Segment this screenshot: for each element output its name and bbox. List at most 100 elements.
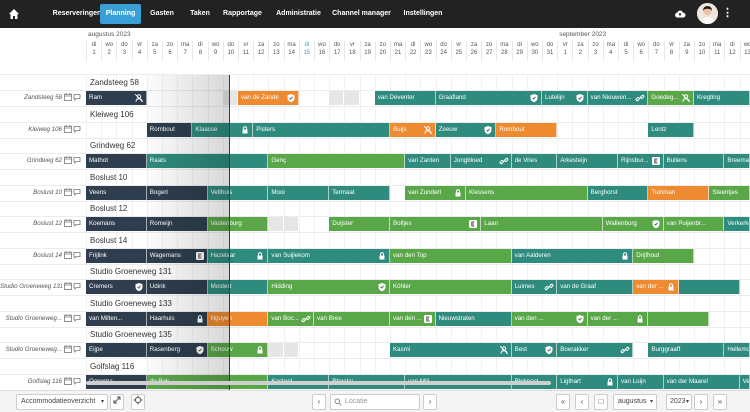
reservation-bar[interactable]: Kasmi <box>390 343 512 357</box>
reservation-bar[interactable]: Hazelaar <box>207 248 269 263</box>
next-period-button[interactable]: › <box>694 394 708 410</box>
reservation-bar[interactable]: Mostert <box>207 280 269 294</box>
view-select[interactable]: Accommodatieoverzicht ▾ <box>16 394 108 410</box>
reservation-bar[interactable]: van den ... <box>511 311 588 326</box>
reservation-bar[interactable]: van der Maarel <box>663 374 740 389</box>
calendar-icon[interactable] <box>64 219 72 229</box>
prev-period-button[interactable]: ‹ <box>575 394 589 410</box>
reservation-bar[interactable]: Verbrugge <box>739 374 750 389</box>
reservation-bar[interactable]: van Suijlekom <box>268 248 390 263</box>
reservation-bar[interactable]: Rombout <box>146 122 193 137</box>
reservation-bar[interactable]: van Boc... <box>268 311 314 326</box>
comment-icon[interactable] <box>73 251 81 261</box>
day-header[interactable]: ma 28 <box>496 41 511 61</box>
calendar-icon[interactable] <box>64 250 72 261</box>
day-header[interactable]: za 19 <box>359 41 375 61</box>
day-header[interactable]: di 5 <box>618 41 633 61</box>
day-header[interactable]: wo 2 <box>101 41 116 61</box>
nav-item-rapportage[interactable]: Rapportage <box>223 10 262 17</box>
month-select[interactable]: augustus ▾ <box>613 394 657 410</box>
day-header[interactable]: ma 4 <box>602 41 618 61</box>
day-header[interactable]: do 24 <box>435 41 451 61</box>
day-header[interactable]: wo 6 <box>633 41 648 61</box>
day-header[interactable]: zo 13 <box>268 41 283 61</box>
comment-icon[interactable] <box>73 156 81 166</box>
day-header[interactable]: za 9 <box>678 41 694 61</box>
reservation-bar[interactable]: Breeman <box>724 154 750 168</box>
day-header[interactable]: vr 1 <box>557 41 572 61</box>
calendar-icon[interactable] <box>64 376 72 387</box>
reservation-bar[interactable] <box>648 311 710 326</box>
reservation-bar[interactable]: Berghorst <box>587 185 649 200</box>
reservation-bar[interactable]: Genç <box>268 154 406 168</box>
calendar-icon[interactable] <box>64 345 72 355</box>
reservation-bar[interactable]: Tuinman <box>648 185 710 200</box>
reservation-bar[interactable]: Wagemans <box>146 248 208 263</box>
reservation-bar[interactable]: Vastenburg <box>207 217 269 231</box>
reservation-bar[interactable]: Haarhuis <box>146 311 208 326</box>
nav-item-instellingen[interactable]: Instellingen <box>403 10 443 17</box>
empty-cell[interactable] <box>344 91 359 105</box>
user-avatar[interactable] <box>697 3 718 24</box>
day-header[interactable]: ma 7 <box>177 41 192 61</box>
reservation-bar[interactable]: Koemans <box>86 217 147 231</box>
reservation-bar[interactable]: Lentz <box>648 122 694 137</box>
reservation-bar[interactable]: Pisters <box>253 122 390 137</box>
day-header[interactable]: vr 18 <box>344 41 359 61</box>
day-header[interactable]: do 17 <box>329 41 344 61</box>
reservation-bar[interactable]: Hellemons <box>724 343 750 357</box>
first-page-button[interactable]: « <box>556 394 570 410</box>
empty-cell[interactable] <box>268 217 283 231</box>
reservation-bar[interactable]: van Aalderen <box>511 248 634 263</box>
day-header[interactable]: zo 27 <box>481 41 496 61</box>
reservation-bar[interactable]: Lutelijn <box>542 91 588 105</box>
reservation-bar[interactable]: van Puijenbr... <box>663 217 725 231</box>
comment-icon[interactable] <box>73 282 81 292</box>
day-header[interactable]: di 22 <box>405 41 420 61</box>
comment-icon[interactable] <box>73 188 81 198</box>
nav-item-administratie[interactable]: Administratie <box>276 10 321 17</box>
day-header[interactable]: wo 30 <box>526 41 542 61</box>
day-header[interactable]: do 7 <box>648 41 663 61</box>
day-header[interactable]: za 12 <box>253 41 268 61</box>
reservation-bar[interactable]: Schouw <box>207 343 269 357</box>
reservation-bar[interactable]: van de Graaf <box>557 280 634 294</box>
reservation-bar[interactable]: Bullens <box>663 154 725 168</box>
reservation-bar[interactable]: van Bree <box>314 311 390 326</box>
reservation-bar[interactable]: Laan <box>481 217 603 231</box>
reservation-bar[interactable]: Ligthart <box>557 374 618 389</box>
day-header[interactable]: wo 23 <box>420 41 435 61</box>
reservation-bar[interactable]: Rasenberg <box>146 343 208 357</box>
reservation-bar[interactable]: van den ... <box>390 311 436 326</box>
reservation-bar[interactable]: Romeijn <box>146 217 208 231</box>
day-header[interactable]: ma 14 <box>283 41 299 61</box>
day-header[interactable]: zo 20 <box>374 41 390 61</box>
reservation-bar[interactable]: Mooi <box>268 185 330 200</box>
day-header[interactable]: vr 11 <box>238 41 253 61</box>
day-header[interactable]: do 31 <box>542 41 557 61</box>
prev-button[interactable]: ‹ <box>312 394 326 410</box>
reservation-bar[interactable]: Graafland <box>435 91 542 105</box>
day-header[interactable]: za 2 <box>572 41 587 61</box>
reservation-bar[interactable]: Nguyen <box>207 311 269 326</box>
home-icon[interactable] <box>7 7 21 21</box>
reservation-bar[interactable]: Goedeg... <box>648 91 694 105</box>
day-header[interactable]: zo 6 <box>162 41 177 61</box>
day-header[interactable]: di 29 <box>511 41 527 61</box>
day-header[interactable]: vr 8 <box>663 41 679 61</box>
calendar-icon[interactable] <box>64 93 72 103</box>
reservation-bar[interactable]: van Zundert <box>405 185 466 200</box>
day-header[interactable]: zo 10 <box>694 41 709 61</box>
day-header[interactable]: di 8 <box>192 41 207 61</box>
reservation-bar[interactable]: Boltjes <box>390 217 482 231</box>
reservation-bar[interactable]: Köhler <box>390 280 512 294</box>
day-header[interactable]: di 1 <box>86 41 101 61</box>
reservation-bar[interactable]: de Vries <box>511 154 558 168</box>
reservation-bar[interactable]: Verkerke <box>724 217 750 231</box>
reservation-bar[interactable]: Termaat <box>329 185 390 200</box>
reservation-bar[interactable]: Best <box>511 343 558 357</box>
reservation-bar[interactable]: Jongbloed <box>450 154 512 168</box>
reservation-bar[interactable]: van Deventer <box>374 91 436 105</box>
day-header[interactable]: vr 25 <box>450 41 466 61</box>
comment-icon[interactable] <box>73 125 81 135</box>
